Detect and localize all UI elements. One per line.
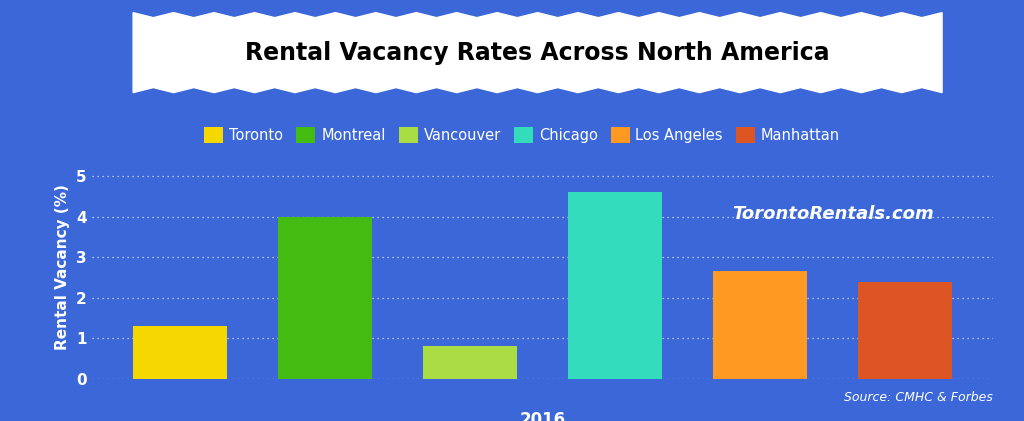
Text: 2016: 2016 — [519, 410, 566, 421]
Bar — [858, 282, 952, 379]
Bar — [423, 346, 517, 379]
Bar — [713, 272, 807, 379]
Legend: Toronto, Montreal, Vancouver, Chicago, Los Angeles, Manhattan: Toronto, Montreal, Vancouver, Chicago, L… — [205, 127, 840, 143]
Text: Rental Vacancy Rates Across North America: Rental Vacancy Rates Across North Americ… — [246, 40, 829, 65]
Text: Source: CMHC & Forbes: Source: CMHC & Forbes — [845, 391, 993, 404]
Bar — [133, 326, 227, 379]
Text: TorontoRentals.com: TorontoRentals.com — [732, 205, 934, 223]
Bar — [568, 192, 663, 379]
Bar — [279, 217, 373, 379]
Y-axis label: Rental Vacancy (%): Rental Vacancy (%) — [55, 184, 71, 350]
